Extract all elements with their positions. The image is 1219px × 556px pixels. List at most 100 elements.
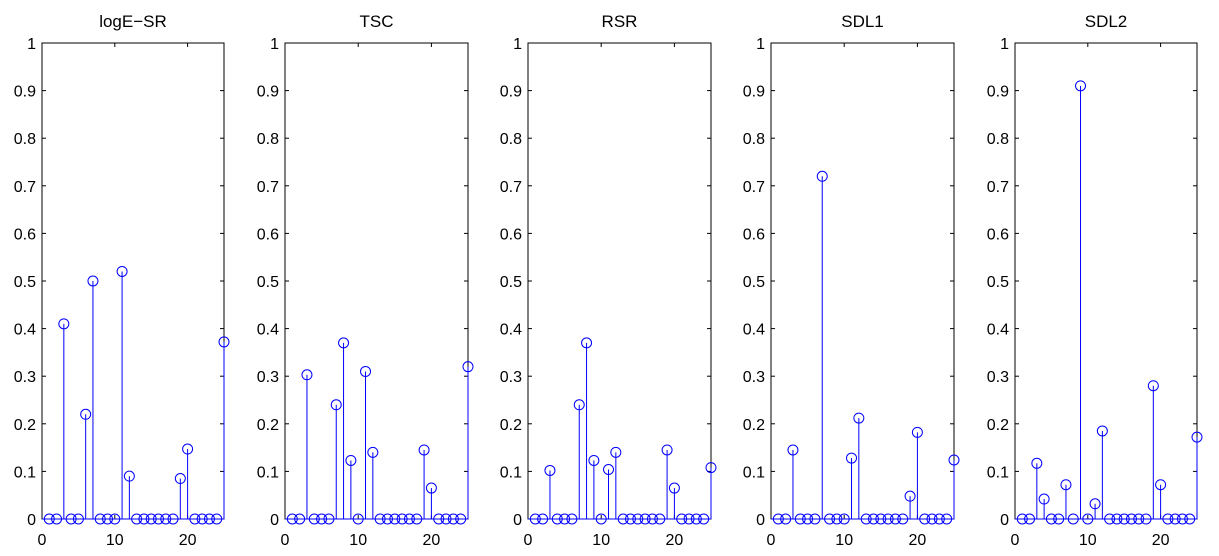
stem-marker [116,265,128,277]
y-tick-label: 0.3 [14,369,36,386]
y-tick-label: 0.6 [500,226,522,243]
y-tick-label: 1 [1000,36,1009,53]
stem-marker [639,513,651,525]
y-tick-label: 0.6 [743,226,765,243]
y-tick-label: 0.5 [14,274,36,291]
stem-marker [411,513,423,525]
stem-marker [529,513,541,525]
y-tick-label: 0 [1000,512,1009,529]
y-tick-label: 0 [513,512,522,529]
stem-marker [537,513,549,525]
stem-marker [1060,479,1072,491]
x-tick-label: 10 [1079,532,1097,549]
y-tick-label: 1 [27,36,36,53]
subplot-title: SDL2 [1085,12,1128,31]
y-tick-label: 0.4 [500,322,522,339]
stem-marker [43,513,55,525]
y-tick-label: 1 [756,36,765,53]
stem-marker [661,444,673,456]
stem-marker [218,336,230,348]
x-tick-label: 20 [423,532,441,549]
y-tick-label: 0.8 [14,131,36,148]
stem-marker [418,444,430,456]
x-tick-label: 0 [1011,532,1020,549]
stem-marker [780,513,792,525]
stem-marker [824,513,836,525]
stem-marker [203,513,215,525]
y-tick-label: 0.2 [257,417,279,434]
y-tick-label: 0.4 [743,322,765,339]
stem-marker [1133,513,1145,525]
stem-marker [581,337,593,349]
stem-marker [138,513,150,525]
y-tick-label: 0 [27,512,36,529]
axes-box [1014,42,1198,520]
x-tick-label: 10 [835,532,853,549]
stem-marker [632,513,644,525]
stem-marker [853,412,865,424]
stem-marker [72,513,84,525]
stem-marker [145,513,157,525]
y-tick-label: 0.9 [987,84,1009,101]
subplot-title: SDL1 [841,12,884,31]
y-tick-label: 0.6 [987,226,1009,243]
stem-marker [683,513,695,525]
stem-marker [323,513,335,525]
x-tick-label: 20 [1152,532,1170,549]
stem-marker [381,513,393,525]
stem-marker [160,513,172,525]
stem-marker [367,446,379,458]
y-tick-label: 0.3 [987,369,1009,386]
stem-marker [1191,431,1203,443]
x-tick-label: 0 [281,532,290,549]
stem-marker [1125,513,1137,525]
stem-marker [617,513,629,525]
x-tick-label: 0 [38,532,47,549]
stem-marker [462,361,474,373]
y-tick-label: 0.6 [14,226,36,243]
x-tick-label: 10 [106,532,124,549]
stem-marker [1053,513,1065,525]
stem-marker [338,337,350,349]
stem-marker [882,513,894,525]
stem-marker [51,513,63,525]
stem-marker [794,513,806,525]
stem-marker [831,513,843,525]
stem-marker [1140,513,1152,525]
subplot-title: TSC [360,12,394,31]
stem-marker [566,513,578,525]
y-tick-label: 0.2 [987,417,1009,434]
stem-marker [933,513,945,525]
stem-marker [559,513,571,525]
stem-marker [389,513,401,525]
stem-marker [1147,380,1159,392]
stem-marker [360,365,372,377]
axes-box [41,42,225,520]
y-tick-label: 0.9 [743,84,765,101]
stem-marker [610,446,622,458]
stem-marker [941,513,953,525]
x-tick-label: 10 [592,532,610,549]
y-tick-label: 0.4 [987,322,1009,339]
y-tick-label: 0.9 [257,84,279,101]
stem-marker [94,513,106,525]
stem-marker [1067,513,1079,525]
stem-marker [87,275,99,287]
stem-marker [1155,479,1167,491]
stem-marker [698,513,710,525]
y-tick-label: 0.8 [257,131,279,148]
y-tick-label: 0.7 [257,179,279,196]
stem-marker [919,513,931,525]
stem-marker [1118,513,1130,525]
stem-marker [301,369,313,381]
stem-marker [403,513,415,525]
subplot-title: RSR [602,12,638,31]
y-tick-label: 0.3 [500,369,522,386]
stem-marker [860,513,872,525]
stem-marker [603,463,615,475]
y-tick-label: 0.7 [14,179,36,196]
stem-marker [123,470,135,482]
y-tick-label: 0.4 [14,322,36,339]
